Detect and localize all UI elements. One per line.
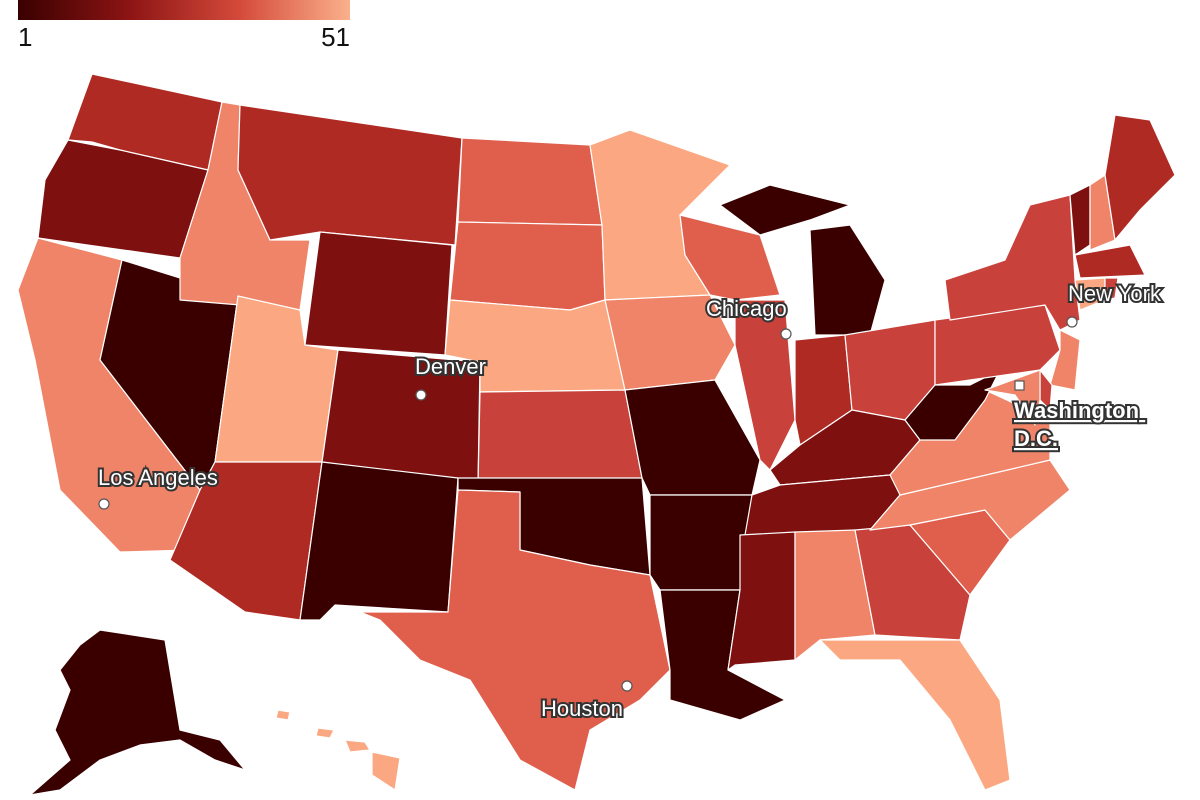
state-michigan-upper[interactable] xyxy=(719,184,851,236)
city-marker xyxy=(1066,316,1078,328)
state-texas[interactable] xyxy=(359,489,671,791)
legend-color-scale xyxy=(18,0,350,20)
state-alabama[interactable] xyxy=(794,529,876,661)
state-alaska[interactable] xyxy=(29,629,246,796)
state-arkansas[interactable] xyxy=(649,494,753,591)
city-label-line2: D.C. xyxy=(1014,426,1058,451)
state-iowa[interactable] xyxy=(604,294,736,391)
city-chicago: Chicago xyxy=(704,294,792,340)
state-new-york[interactable] xyxy=(944,194,1081,331)
city-washington-dc: Washington D.C. xyxy=(1012,380,1145,453)
state-rhode-island[interactable] xyxy=(1104,277,1119,301)
city-marker-square xyxy=(1014,380,1025,391)
state-west-virginia[interactable] xyxy=(904,369,1001,441)
city-marker xyxy=(621,680,633,692)
city-label: Houston xyxy=(541,696,623,721)
state-hawaii[interactable] xyxy=(275,709,401,791)
state-maryland[interactable] xyxy=(984,369,1041,426)
state-kansas[interactable] xyxy=(477,389,643,486)
city-new-york: New York xyxy=(1066,279,1164,328)
state-massachusetts[interactable] xyxy=(1074,244,1146,279)
city-marker xyxy=(415,389,427,401)
state-florida[interactable] xyxy=(819,639,1011,791)
state-south-dakota[interactable] xyxy=(449,221,606,311)
legend-max-label: 51 xyxy=(321,22,350,52)
city-marker xyxy=(780,328,792,340)
city-marker xyxy=(98,498,110,510)
city-label: Chicago xyxy=(706,296,787,321)
state-wyoming[interactable] xyxy=(304,231,453,356)
legend-min-label: 1 xyxy=(18,22,33,52)
city-label: Denver xyxy=(415,354,486,379)
state-new-jersey[interactable] xyxy=(1049,329,1081,391)
state-maine[interactable] xyxy=(1104,114,1176,241)
state-new-mexico[interactable] xyxy=(299,461,459,621)
city-label: New York xyxy=(1068,281,1162,306)
state-missouri[interactable] xyxy=(624,379,761,496)
city-label-line1: Washington xyxy=(1014,398,1139,423)
state-montana[interactable] xyxy=(237,104,463,246)
state-michigan-lower[interactable] xyxy=(809,224,886,336)
legend: 1 51 xyxy=(18,0,350,52)
state-north-dakota[interactable] xyxy=(457,137,603,226)
city-denver: Denver xyxy=(413,352,488,401)
city-label: Los Angeles xyxy=(98,465,218,490)
city-houston: Houston xyxy=(539,680,633,723)
city-label: Washington D.C. xyxy=(1014,398,1145,451)
city-los-angeles: Los Angeles xyxy=(96,463,220,510)
